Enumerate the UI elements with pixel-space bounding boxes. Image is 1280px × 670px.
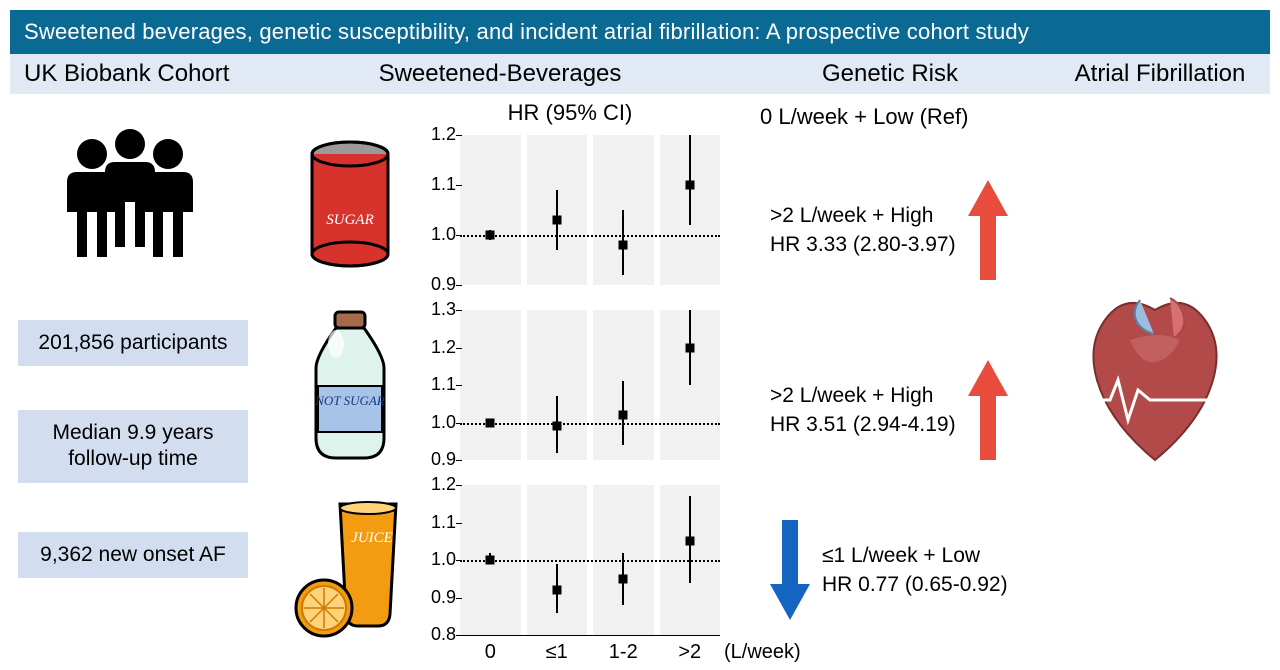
forest-panel-juice: 0.80.91.01.11.2	[460, 485, 720, 635]
juice-label: JUICE	[340, 530, 404, 547]
not-sugar-bottle-label: NOT SUGAR	[300, 394, 400, 408]
genetic-risk-row: >2 L/week + HighHR 3.33 (2.80-3.97)	[770, 180, 1008, 280]
genetic-risk-row: ≤1 L/week + LowHR 0.77 (0.65-0.92)	[770, 520, 1008, 620]
genetic-risk-text: ≤1 L/week + LowHR 0.77 (0.65-0.92)	[822, 541, 1008, 600]
genetic-reference: 0 L/week + Low (Ref)	[760, 104, 968, 130]
section-header-row: UK Biobank Cohort Sweetened-Beverages Ge…	[10, 54, 1270, 94]
forest-plot-title: HR (95% CI)	[420, 100, 720, 126]
up-arrow-icon	[968, 180, 1008, 280]
header-cohort: UK Biobank Cohort	[10, 60, 270, 88]
forest-panel-notsugar: 0.91.01.11.21.3	[460, 310, 720, 460]
stat-followup: Median 9.9 years follow-up time	[18, 410, 248, 483]
stat-newonset: 9,362 new onset AF	[18, 532, 248, 578]
title-text: Sweetened beverages, genetic susceptibil…	[24, 19, 1029, 45]
down-arrow-icon	[770, 520, 810, 620]
sugar-can-icon: SUGAR	[300, 140, 400, 280]
genetic-risk-text: >2 L/week + HighHR 3.51 (2.94-4.19)	[770, 381, 956, 440]
forest-panel-sugar: 0.91.01.11.2	[460, 135, 720, 285]
header-outcome: Atrial Fibrillation	[1050, 60, 1270, 88]
people-icon	[60, 120, 200, 260]
up-arrow-icon	[968, 360, 1008, 460]
forest-plot: HR (95% CI) 0.91.01.11.2 0.91.01.11.21.3…	[420, 100, 720, 660]
page-title: Sweetened beverages, genetic susceptibil…	[10, 10, 1270, 54]
genetic-risk-text: >2 L/week + HighHR 3.33 (2.80-3.97)	[770, 201, 956, 260]
sugar-can-label: SUGAR	[300, 212, 400, 229]
juice-icon: JUICE	[290, 500, 410, 640]
genetic-risk-row: >2 L/week + HighHR 3.51 (2.94-4.19)	[770, 360, 1008, 460]
not-sugar-bottle-icon: NOT SUGAR	[300, 310, 400, 470]
stat-participants: 201,856 participants	[18, 320, 248, 366]
header-beverages: Sweetened-Beverages	[270, 60, 730, 88]
header-genetic: Genetic Risk	[730, 60, 1050, 88]
heart-icon	[1070, 290, 1240, 470]
